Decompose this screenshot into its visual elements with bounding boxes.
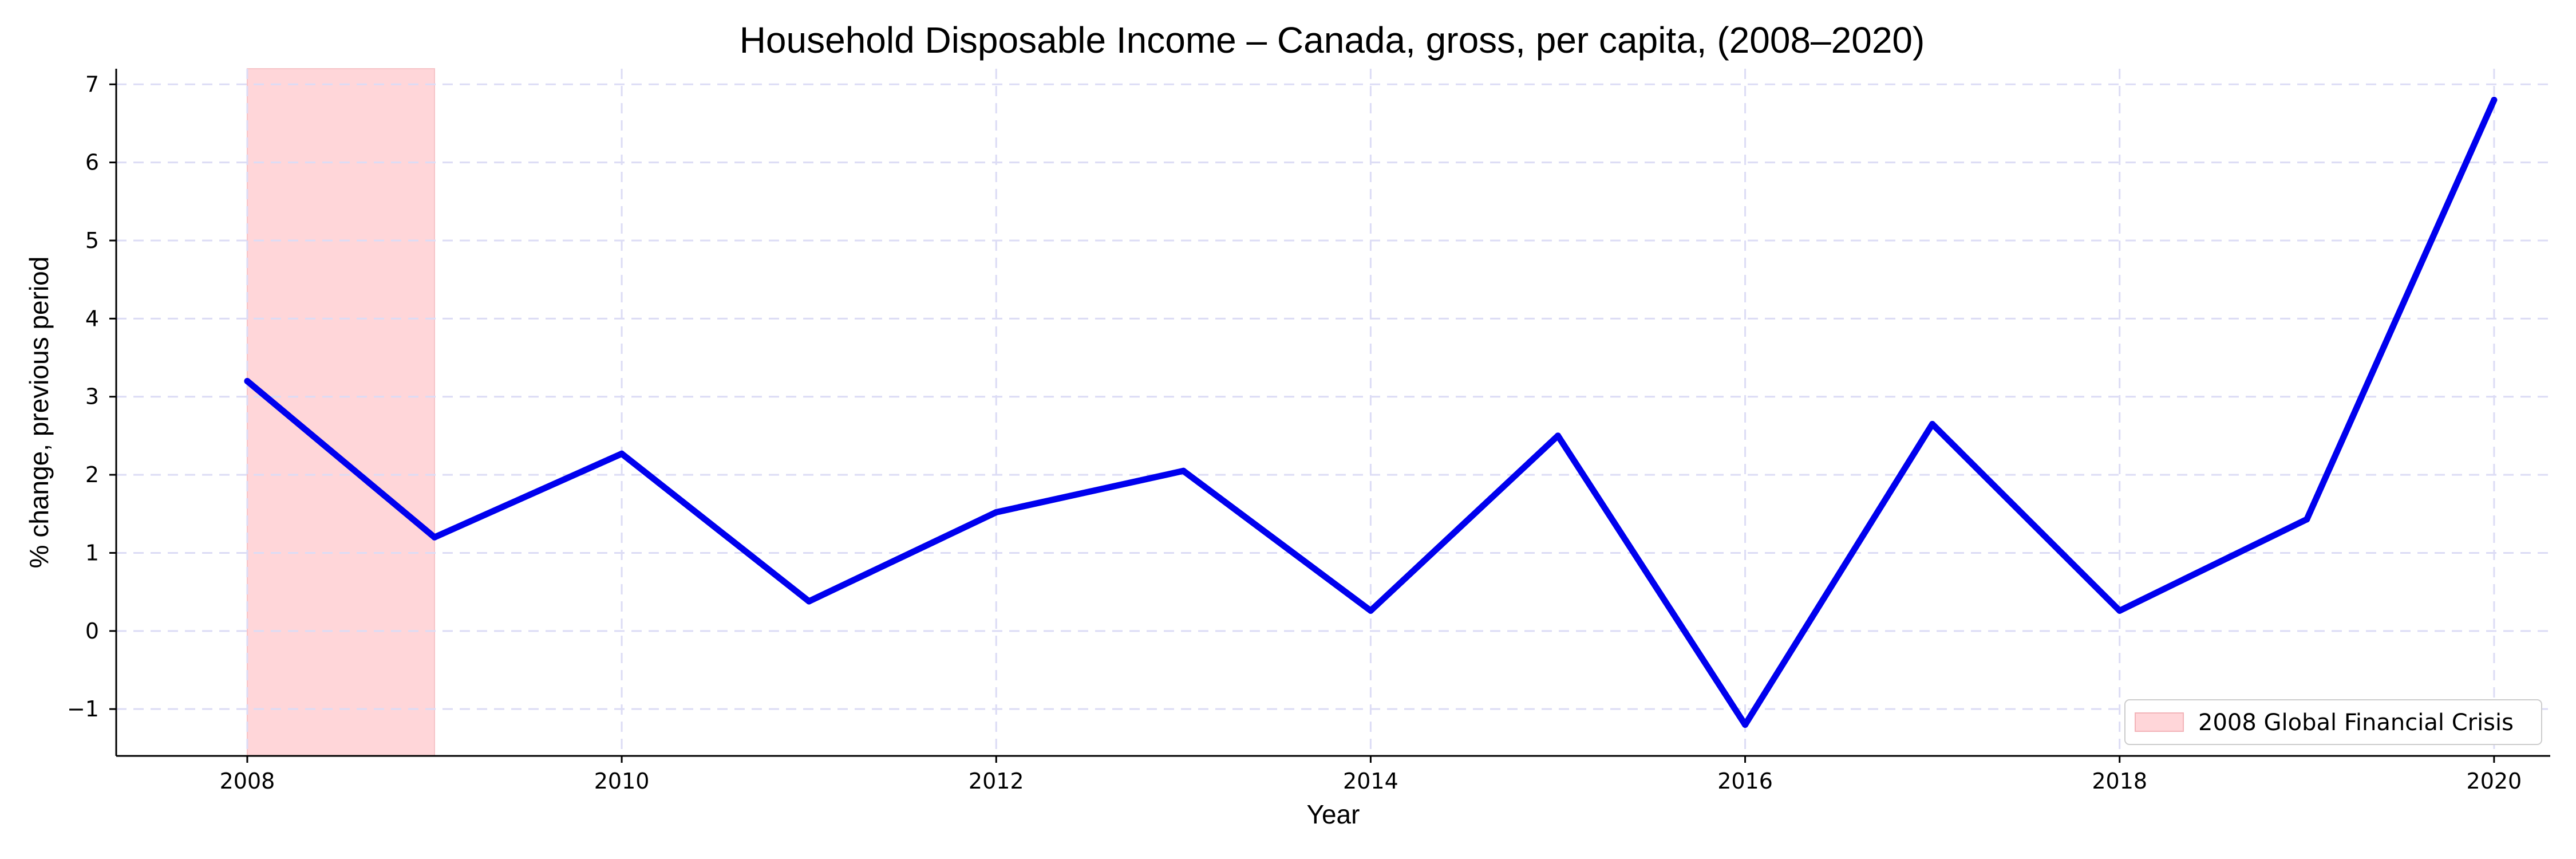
data-point-2012: [993, 509, 999, 516]
data-point-2019: [2304, 516, 2310, 523]
data-point-2014: [1367, 607, 1374, 614]
x-tick-label-2016: 2016: [1717, 769, 1773, 794]
data-point-2016: [1742, 721, 1749, 728]
x-tick-label-2008: 2008: [220, 769, 275, 794]
legend-box: [2124, 699, 2542, 745]
y-tick-label-2: 2: [85, 462, 99, 487]
x-tick-label-2014: 2014: [1343, 769, 1398, 794]
x-axis-label: Year: [1307, 799, 1360, 829]
y-tick-label-6: 6: [85, 150, 99, 175]
x-tick-label-2010: 2010: [594, 769, 650, 794]
shaded-regions: [246, 68, 436, 756]
data-point-2017: [1929, 420, 1936, 427]
y-tick-label-4: 4: [85, 306, 99, 331]
data-point-2020: [2491, 97, 2498, 104]
x-tick-label-2012: 2012: [969, 769, 1024, 794]
ticks: 2008 2010 2012 2014 2016 2018 2020 −1 0 1 2 3 4 5 6 7: [67, 72, 2522, 794]
data-series: [244, 97, 2498, 728]
x-tick-label-2020: 2020: [2467, 769, 2522, 794]
legend-label-financial-crisis: 2008 Global Financial Crisis: [2198, 710, 2514, 736]
data-point-2015: [1554, 432, 1561, 439]
data-point-2009: [431, 534, 438, 541]
y-axis-label: % change, previous period: [24, 257, 54, 569]
data-point-2010: [618, 450, 625, 457]
y-tick-label-0: 0: [85, 618, 99, 644]
y-tick-label--1: −1: [67, 696, 99, 722]
y-tick-label-3: 3: [85, 384, 99, 409]
legend-swatch: [2135, 712, 2184, 732]
gridlines: [116, 69, 2550, 756]
chart-title: Household Disposable Income – Canada, gr…: [740, 19, 1925, 61]
axes: [115, 69, 2550, 757]
legend: 2008 Global Financial Crisis: [2124, 699, 2542, 745]
y-tick-label-5: 5: [85, 228, 99, 253]
y-tick-label-1: 1: [85, 540, 99, 565]
data-point-2011: [805, 598, 812, 605]
data-point-2008: [244, 377, 251, 384]
y-tick-label-7: 7: [85, 72, 99, 97]
data-point-2018: [2116, 607, 2123, 614]
shaded-region-0: [246, 68, 436, 756]
data-point-2013: [1180, 467, 1187, 474]
x-tick-label-2018: 2018: [2092, 769, 2147, 794]
